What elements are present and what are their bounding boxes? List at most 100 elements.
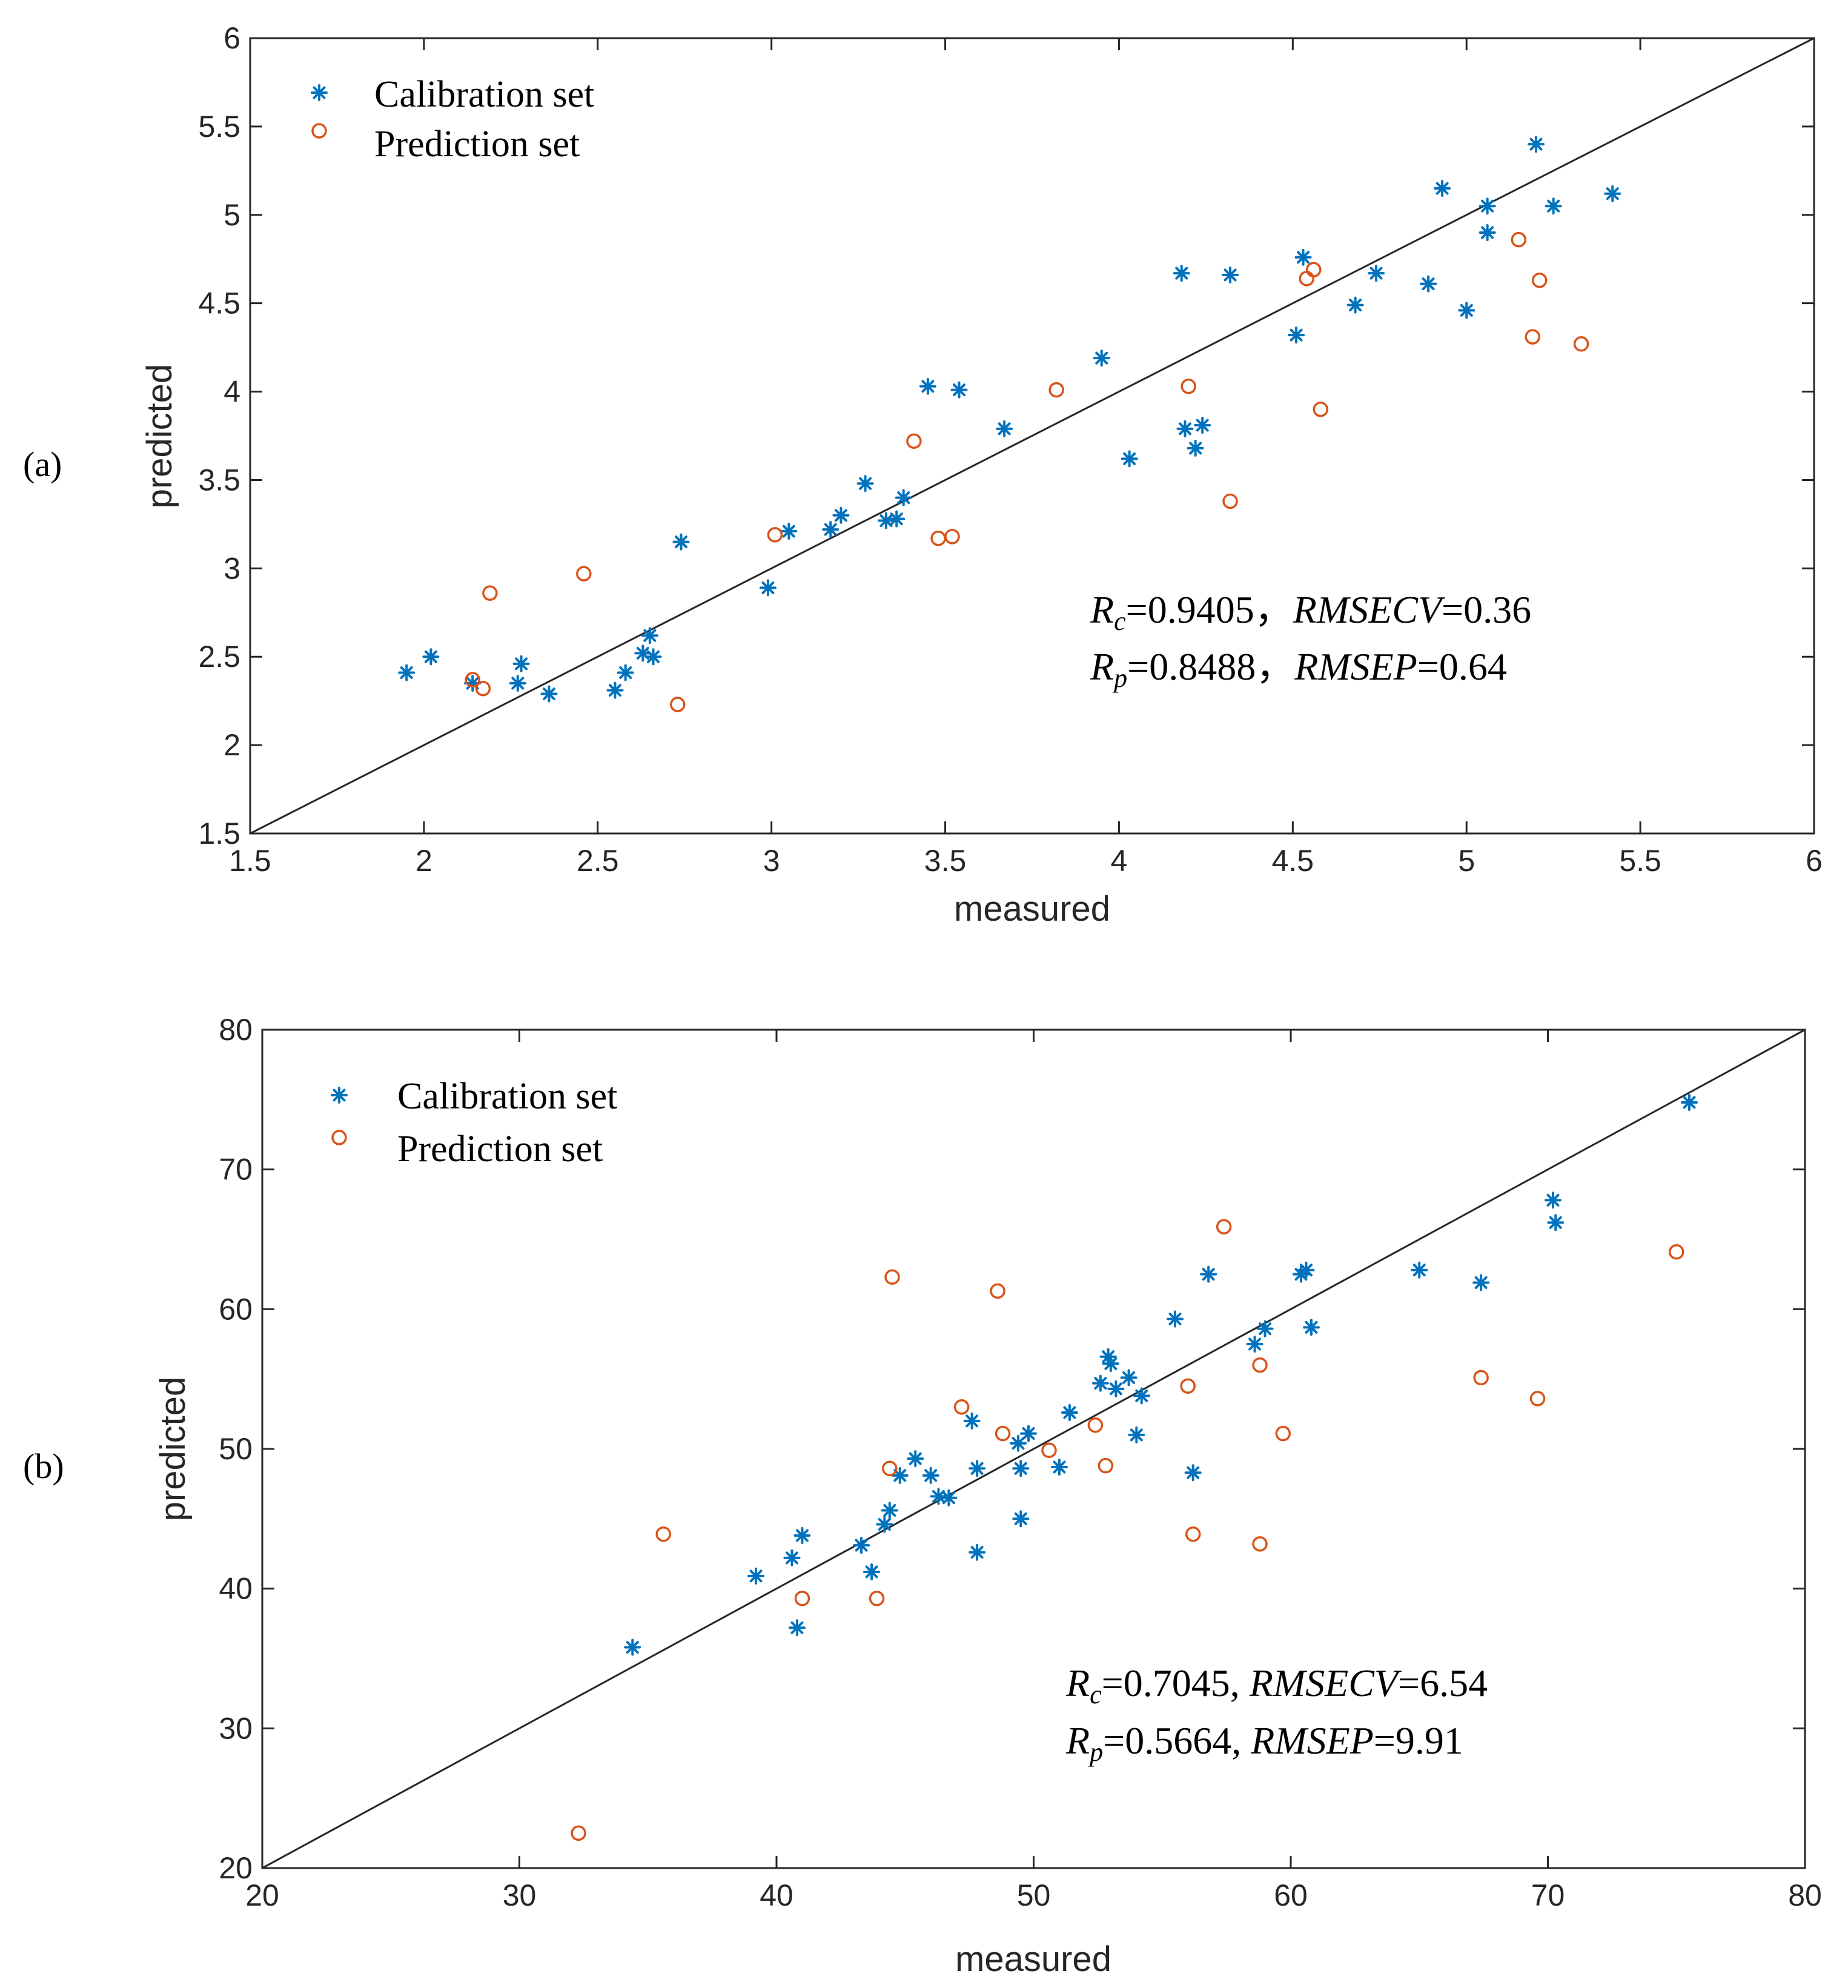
prediction-point bbox=[1313, 401, 1328, 417]
calibration-point bbox=[969, 1460, 986, 1477]
calibration-point bbox=[1093, 350, 1110, 367]
y-tick-label: 1.5 bbox=[198, 817, 240, 850]
calibration-point bbox=[1544, 1191, 1562, 1209]
prediction-point bbox=[869, 1591, 885, 1606]
calibration-point bbox=[1121, 450, 1138, 468]
prediction-point bbox=[990, 1283, 1005, 1299]
calibration-point bbox=[1012, 1460, 1030, 1477]
calibration-point bbox=[996, 420, 1013, 437]
calibration-point bbox=[969, 1543, 986, 1561]
prediction-point bbox=[1275, 1425, 1291, 1442]
calibration-point bbox=[922, 1466, 939, 1484]
prediction-point bbox=[1252, 1357, 1268, 1373]
rc-subscript: c bbox=[1090, 1680, 1102, 1709]
calibration-point bbox=[788, 1619, 806, 1637]
x-tick-label: 20 bbox=[245, 1878, 279, 1912]
y-tick-label: 4 bbox=[224, 375, 240, 409]
tick-labels: 1.5 2 2.5 3 3.5 4 4.5 5 5.5 6 1.5 2 2.5 3 3.5 4 4.5 5 5.5 6 bbox=[198, 21, 1822, 878]
y-tick-label: 3.5 bbox=[198, 463, 240, 497]
prediction-point bbox=[1669, 1244, 1684, 1260]
rmsep-value: =0.64 bbox=[1417, 645, 1507, 688]
prediction-point bbox=[906, 433, 922, 449]
y-tick-label: 70 bbox=[219, 1153, 253, 1187]
calibration-point bbox=[759, 579, 777, 597]
calibration-point bbox=[878, 512, 895, 529]
prediction-point bbox=[1252, 1536, 1268, 1552]
legend-label-calibration: Calibration set bbox=[374, 74, 594, 115]
calibration-point bbox=[512, 655, 530, 672]
calibration-point bbox=[1010, 1434, 1027, 1452]
prediction-point bbox=[1048, 382, 1064, 398]
y-tick-label: 4.5 bbox=[198, 287, 240, 320]
calibration-point bbox=[1346, 296, 1364, 314]
plot-area bbox=[250, 37, 1815, 835]
calibration-point bbox=[1479, 197, 1496, 215]
calibration-point bbox=[1012, 1510, 1030, 1528]
calibration-point bbox=[1297, 1261, 1315, 1279]
rmsep-name: RMSEP bbox=[1294, 645, 1417, 688]
calibration-point bbox=[1458, 302, 1475, 319]
x-tick-label: 50 bbox=[1017, 1878, 1051, 1912]
calibration-point bbox=[1420, 275, 1437, 293]
rc-value: =0.7045, bbox=[1102, 1662, 1250, 1705]
annotation-line-1: Rc=0.9405，RMSECV=0.36 bbox=[1090, 588, 1531, 636]
reference-line bbox=[262, 1029, 1806, 1869]
legend-asterisk-icon bbox=[331, 1087, 348, 1104]
rc-symbol: R bbox=[1065, 1662, 1090, 1705]
calibration-point bbox=[1680, 1093, 1698, 1111]
calibration-point bbox=[1020, 1425, 1038, 1442]
prediction-point bbox=[465, 672, 480, 688]
prediction-point bbox=[1041, 1442, 1057, 1459]
annotation-line-2: Rp=0.8488，RMSEP=0.64 bbox=[1090, 645, 1507, 693]
y-axis-label: predicted bbox=[153, 1377, 193, 1522]
calibration-point bbox=[747, 1567, 765, 1585]
calibration-point bbox=[1091, 1374, 1109, 1392]
rc-value: =0.9405， bbox=[1126, 588, 1293, 631]
axes-box bbox=[249, 37, 1815, 835]
axes-box bbox=[261, 1029, 1806, 1869]
calibration-point bbox=[1194, 416, 1211, 434]
tick-labels: 20 30 40 50 60 70 80 20 30 40 50 60 70 80 bbox=[219, 1013, 1821, 1912]
y-tick-label: 2 bbox=[224, 728, 240, 762]
rp-subscript: p bbox=[1112, 663, 1127, 693]
calibration-point bbox=[617, 664, 634, 681]
calibration-point bbox=[1050, 1458, 1068, 1476]
calibration-point bbox=[853, 1537, 870, 1554]
rmsep-value: =9.91 bbox=[1374, 1719, 1463, 1762]
legend-marker-prediction bbox=[331, 1130, 347, 1145]
rc-subscript: c bbox=[1114, 606, 1126, 636]
prediction-point bbox=[882, 1460, 898, 1477]
rp-symbol: R bbox=[1065, 1719, 1090, 1762]
calibration-point bbox=[606, 681, 624, 699]
prediction-point bbox=[1529, 1391, 1546, 1407]
x-tick-label: 2.5 bbox=[577, 844, 619, 878]
x-tick-label: 2 bbox=[416, 844, 432, 878]
y-tick-label: 50 bbox=[219, 1432, 253, 1466]
calibration-point bbox=[783, 1549, 801, 1566]
prediction-point bbox=[767, 527, 783, 543]
rp-subscript: p bbox=[1088, 1737, 1103, 1767]
calibration-point bbox=[509, 674, 526, 692]
calibration-point bbox=[641, 627, 658, 644]
calibration-point bbox=[1222, 266, 1239, 283]
legend-circle-icon bbox=[311, 123, 327, 139]
calibration-point bbox=[940, 1489, 958, 1506]
calibration-point bbox=[1434, 180, 1451, 197]
rmsep-name: RMSEP bbox=[1250, 1719, 1374, 1762]
prediction-point bbox=[655, 1526, 671, 1542]
prediction-point bbox=[1222, 493, 1238, 509]
calibration-point bbox=[540, 685, 558, 703]
x-tick-label: 60 bbox=[1274, 1878, 1308, 1912]
legend: Calibration set Prediction set bbox=[331, 1076, 617, 1170]
panel-label-b: (b) bbox=[23, 1446, 64, 1486]
calibration-point bbox=[1302, 1319, 1320, 1336]
calibration-point bbox=[1173, 265, 1190, 282]
prediction-point bbox=[1098, 1457, 1114, 1474]
prediction-point bbox=[1306, 262, 1322, 277]
calibration-point bbox=[1479, 224, 1496, 241]
x-tick-label: 3.5 bbox=[924, 844, 967, 878]
calibration-point bbox=[1294, 248, 1312, 266]
prediction-point bbox=[1531, 272, 1548, 288]
x-tick-label: 5 bbox=[1458, 844, 1475, 878]
prediction-point bbox=[794, 1591, 810, 1606]
